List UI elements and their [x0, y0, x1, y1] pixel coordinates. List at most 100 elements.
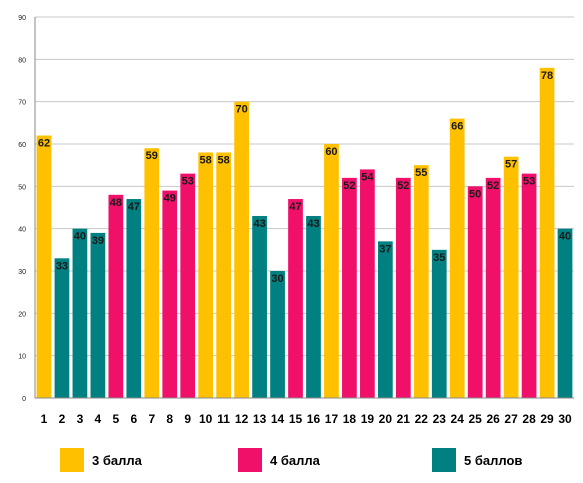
data-label-28: 53 [523, 176, 535, 188]
data-label-25: 50 [469, 188, 481, 200]
data-label-27: 57 [505, 159, 517, 171]
legend-swatch-3 [60, 448, 84, 472]
x-tick-label-7: 7 [148, 412, 155, 426]
legend-label-3: 3 балла [92, 452, 142, 468]
y-tick-label-90: 90 [18, 15, 26, 22]
data-label-17: 60 [325, 146, 337, 158]
data-label-15: 47 [289, 201, 301, 213]
y-tick-label-20: 20 [18, 311, 26, 318]
bar-8 [162, 190, 178, 398]
x-tick-label-16: 16 [307, 412, 321, 426]
x-tick-label-4: 4 [95, 412, 102, 426]
x-tick-label-3: 3 [77, 412, 84, 426]
x-tick-label-24: 24 [451, 412, 465, 426]
bar-chart: 0102030405060708090621332403394485476597… [18, 15, 574, 426]
bar-21 [395, 177, 411, 398]
x-tick-label-15: 15 [289, 412, 303, 426]
x-tick-label-5: 5 [113, 412, 120, 426]
bar-26 [485, 177, 501, 398]
x-tick-label-10: 10 [199, 412, 213, 426]
bar-12 [234, 101, 249, 399]
x-tick-label-19: 19 [361, 412, 375, 426]
x-tick-label-13: 13 [253, 412, 267, 426]
legend: 3 балла 4 балла 5 баллов [0, 447, 583, 477]
bar-1 [36, 135, 52, 399]
bar-20 [377, 241, 393, 398]
x-tick-label-2: 2 [59, 412, 66, 426]
y-tick-label-60: 60 [18, 142, 26, 149]
data-label-6: 47 [128, 201, 140, 213]
bar-24 [449, 118, 465, 398]
legend-label-4: 4 балла [270, 452, 320, 468]
x-tick-label-21: 21 [397, 412, 411, 426]
bar-25 [467, 186, 483, 398]
bar-14 [270, 271, 285, 398]
bar-16 [306, 215, 321, 398]
x-tick-label-1: 1 [41, 412, 48, 426]
y-tick-label-10: 10 [18, 354, 26, 361]
data-label-1: 62 [38, 138, 50, 150]
x-tick-label-28: 28 [522, 412, 536, 426]
bar-2 [54, 258, 70, 398]
x-tick-label-25: 25 [469, 412, 483, 426]
bar-5 [108, 194, 124, 398]
legend-swatch-5 [432, 448, 456, 472]
x-tick-label-27: 27 [504, 412, 518, 426]
data-label-22: 55 [415, 167, 427, 179]
legend-item-5: 5 баллов [432, 447, 522, 473]
bar-18 [342, 177, 357, 398]
data-label-30: 40 [559, 231, 571, 243]
data-label-3: 40 [74, 231, 86, 243]
x-tick-label-29: 29 [540, 412, 554, 426]
bar-29 [539, 67, 555, 399]
data-label-5: 48 [110, 197, 122, 209]
x-tick-label-26: 26 [486, 412, 500, 426]
bar-10 [198, 152, 214, 398]
x-tick-label-17: 17 [325, 412, 339, 426]
data-label-19: 54 [361, 171, 374, 183]
bar-9 [180, 173, 196, 398]
data-label-8: 49 [164, 193, 176, 205]
y-tick-label-40: 40 [18, 227, 26, 234]
x-tick-label-18: 18 [343, 412, 357, 426]
data-label-4: 39 [92, 235, 104, 247]
bar-17 [324, 144, 339, 398]
data-label-26: 52 [487, 180, 499, 192]
x-tick-label-8: 8 [166, 412, 173, 426]
y-tick-label-50: 50 [18, 184, 26, 191]
data-label-21: 52 [397, 180, 409, 192]
data-label-23: 35 [433, 252, 445, 264]
bar-6 [126, 199, 142, 398]
x-tick-label-30: 30 [558, 412, 572, 426]
data-label-14: 30 [271, 273, 283, 285]
bar-30 [557, 228, 573, 398]
bar-3 [72, 228, 88, 398]
y-tick-label-0: 0 [22, 396, 26, 403]
legend-item-4: 4 балла [238, 447, 320, 473]
bar-11 [216, 152, 232, 398]
x-tick-label-23: 23 [433, 412, 447, 426]
data-label-29: 78 [541, 70, 553, 82]
data-label-10: 58 [200, 154, 212, 166]
legend-item-3: 3 балла [60, 447, 142, 473]
y-tick-label-70: 70 [18, 100, 26, 107]
bar-27 [503, 156, 519, 398]
bar-15 [288, 199, 303, 398]
x-tick-label-11: 11 [217, 412, 230, 426]
legend-label-5: 5 баллов [464, 452, 523, 468]
legend-swatch-4 [238, 448, 262, 472]
y-tick-label-80: 80 [18, 57, 26, 64]
x-tick-label-9: 9 [184, 412, 191, 426]
y-tick-label-30: 30 [18, 269, 26, 276]
bar-13 [252, 215, 267, 398]
data-label-9: 53 [182, 176, 194, 188]
data-label-11: 58 [218, 154, 230, 166]
data-label-18: 52 [343, 180, 355, 192]
data-label-7: 59 [146, 150, 158, 162]
data-label-2: 33 [56, 260, 68, 272]
data-label-12: 70 [235, 104, 247, 116]
x-tick-label-22: 22 [415, 412, 429, 426]
bar-19 [360, 169, 375, 398]
bar-7 [144, 148, 160, 398]
